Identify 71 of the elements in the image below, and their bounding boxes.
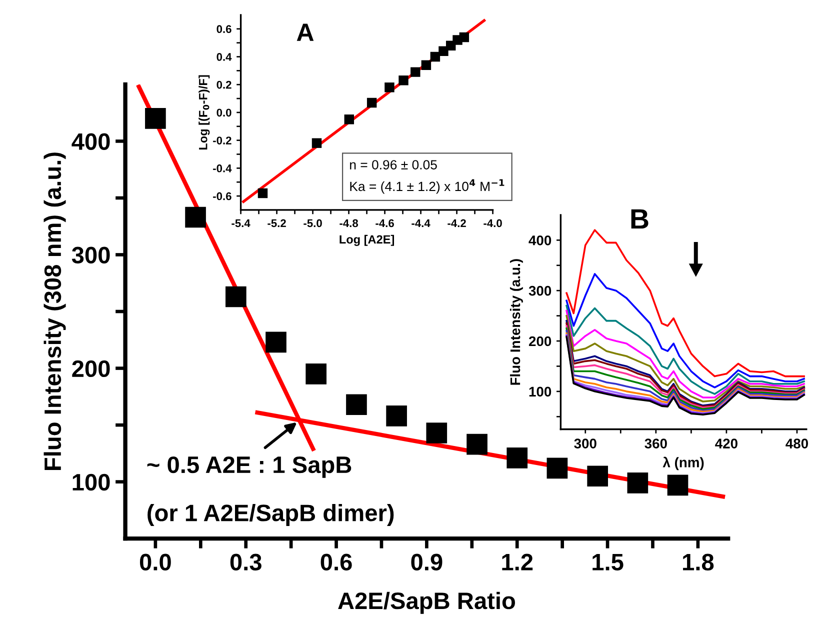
point bbox=[306, 364, 327, 384]
y-tick-label: 400 bbox=[528, 235, 552, 246]
point bbox=[398, 76, 408, 86]
y-tick-label: -0.2 bbox=[213, 136, 232, 144]
x-tick-label: 0.9 bbox=[411, 554, 442, 571]
chart-title: A bbox=[296, 24, 314, 41]
x-tick-label: -4.2 bbox=[448, 219, 466, 228]
y-axis-title: Log [(F$_{0}$-F)/F] bbox=[198, 75, 210, 150]
annotation: n = 0.96 ± 0.05 bbox=[350, 160, 437, 170]
point bbox=[384, 82, 394, 92]
y-axis-title: Fluo Intensity (a.u.) bbox=[510, 259, 523, 385]
x-tick-label: -4.6 bbox=[376, 219, 394, 228]
y-tick-label: 400 bbox=[72, 133, 110, 150]
x-tick-label: 0.0 bbox=[140, 554, 171, 571]
y-tick-label: 300 bbox=[72, 246, 110, 264]
x-tick-label: -5.0 bbox=[304, 219, 322, 228]
point bbox=[266, 332, 286, 353]
line-series bbox=[566, 229, 805, 378]
y-tick-label: 0.0 bbox=[216, 108, 232, 117]
point bbox=[421, 60, 432, 70]
point bbox=[312, 138, 322, 148]
x-axis-title: Log [A2E] bbox=[340, 234, 394, 246]
y-tick-label: -0.4 bbox=[213, 164, 232, 172]
x-tick-label: -4.0 bbox=[484, 219, 502, 228]
x-tick-label: 360 bbox=[644, 438, 667, 448]
point bbox=[366, 98, 377, 108]
x-tick-label: -5.4 bbox=[232, 219, 250, 228]
point bbox=[344, 114, 354, 124]
x-axis-title: λ (nm) bbox=[662, 456, 704, 470]
point bbox=[258, 188, 268, 198]
x-tick-label: 300 bbox=[574, 438, 596, 448]
point bbox=[506, 448, 528, 468]
x-tick-label: 0.3 bbox=[230, 554, 262, 571]
y-tick-label: 0.4 bbox=[216, 53, 232, 61]
x-tick-label: 420 bbox=[715, 438, 738, 448]
y-tick-label: 200 bbox=[528, 336, 552, 346]
point bbox=[627, 472, 648, 494]
y-tick-label: 100 bbox=[529, 386, 552, 397]
annotation: Ka = (4.1 ± 1.2) x 10$^{4}$ M$^{−1}$ bbox=[350, 179, 504, 194]
x-tick-label: -4.8 bbox=[340, 219, 358, 228]
point bbox=[185, 206, 206, 228]
x-tick-label: -5.2 bbox=[268, 219, 286, 228]
y-axis-title: Fluo Intensity (308 nm) (a.u.) bbox=[44, 152, 66, 470]
point bbox=[667, 474, 688, 496]
x-tick-label: 1.5 bbox=[592, 554, 624, 571]
x-tick-label: -4.4 bbox=[412, 219, 430, 228]
point bbox=[386, 406, 407, 426]
y-tick-label: 0.2 bbox=[216, 80, 232, 89]
y-tick-label: 200 bbox=[72, 360, 110, 378]
point bbox=[426, 422, 448, 444]
x-tick-label: 0.6 bbox=[320, 554, 352, 571]
point bbox=[466, 434, 488, 455]
y-tick-label: 100 bbox=[72, 474, 110, 491]
point bbox=[459, 32, 470, 42]
annotation: (or 1 A2E/SapB dimer) bbox=[148, 504, 394, 526]
line-series bbox=[566, 273, 805, 388]
x-tick-label: 480 bbox=[786, 438, 808, 448]
annotation: ~ 0.5 A2E : 1 SapB bbox=[147, 456, 352, 478]
point bbox=[226, 286, 246, 308]
x-axis-title: A2E/SapB Ratio bbox=[338, 592, 515, 614]
point bbox=[587, 466, 608, 487]
y-tick-label: 300 bbox=[528, 286, 552, 296]
x-tick-label: 1.2 bbox=[502, 554, 533, 570]
point bbox=[346, 394, 367, 416]
point bbox=[145, 108, 166, 129]
chart-title: B bbox=[631, 209, 648, 229]
y-tick-label: -0.6 bbox=[213, 192, 232, 200]
x-tick-label: 1.8 bbox=[683, 554, 714, 571]
point bbox=[410, 67, 420, 77]
point bbox=[546, 458, 568, 479]
y-tick-label: 0.6 bbox=[216, 25, 232, 34]
